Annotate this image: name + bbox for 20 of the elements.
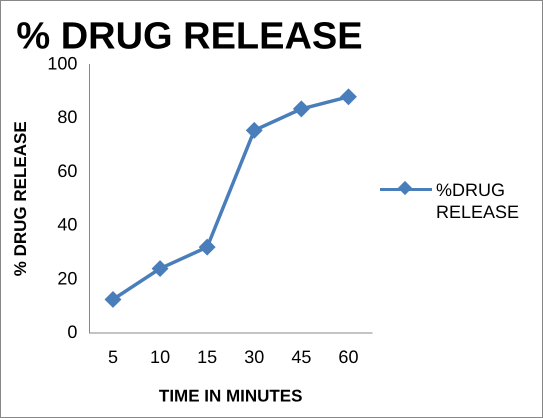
y-tick-label: 80	[57, 107, 78, 128]
x-tick-label: 15	[197, 346, 218, 367]
x-tick-label: 60	[338, 346, 358, 367]
point	[294, 101, 310, 117]
y-tick-label: 20	[57, 268, 78, 288]
point	[105, 292, 121, 308]
y-tick-label: 0	[67, 322, 78, 342]
y-axis-title: % DRUG RELEASE	[10, 121, 30, 276]
x-tick-label: 10	[150, 346, 170, 367]
point	[340, 89, 356, 105]
point	[152, 260, 168, 276]
y-tick-label: 40	[57, 214, 78, 235]
x-tick-label: 45	[291, 346, 312, 367]
legend-label: %DRUG RELEASE	[436, 178, 520, 223]
x-axis-title: TIME IN MINUTES	[158, 386, 302, 406]
x-tick-label: 5	[108, 346, 118, 367]
point	[199, 239, 215, 255]
point	[246, 122, 262, 138]
y-tick-label: 60	[57, 160, 78, 181]
x-tick-label: 30	[244, 346, 264, 367]
